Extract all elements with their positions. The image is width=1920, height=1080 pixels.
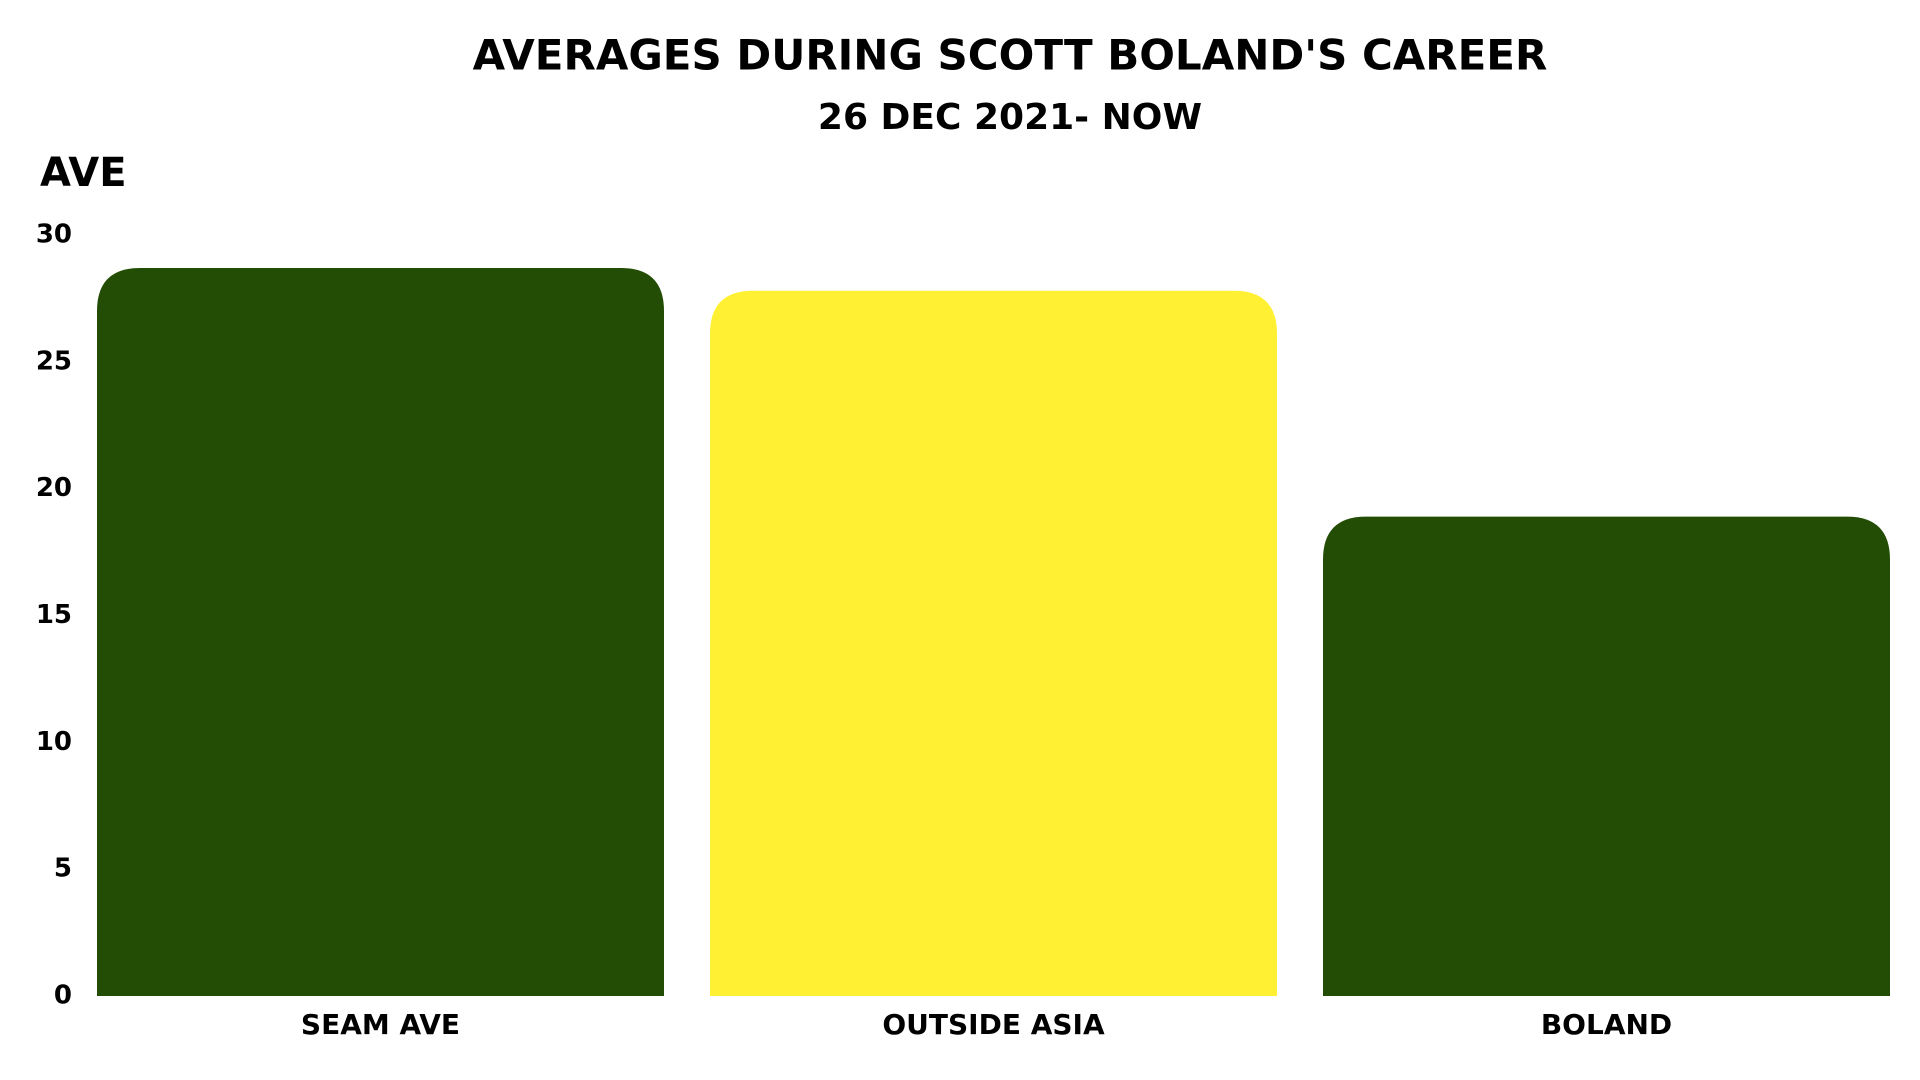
y-tick-label: 20 — [36, 473, 72, 503]
x-tick-label: BOLAND — [1541, 1008, 1672, 1041]
x-tick-label: SEAM AVE — [301, 1008, 460, 1041]
y-tick-label: 0 — [54, 981, 72, 1011]
chart-subtitle: 26 DEC 2021- NOW — [818, 97, 1202, 138]
bar — [1323, 516, 1890, 996]
y-tick-label: 25 — [36, 346, 72, 376]
bar — [710, 290, 1277, 997]
bar — [97, 267, 664, 996]
chart-title: AVERAGES DURING SCOTT BOLAND'S CAREER — [473, 31, 1548, 80]
y-tick-label: 30 — [36, 220, 72, 250]
y-tick-label: 5 — [54, 854, 72, 884]
y-axis-label: AVE — [40, 150, 127, 196]
y-tick-label: 15 — [36, 600, 72, 630]
y-tick-label: 10 — [36, 727, 72, 757]
x-tick-label: OUTSIDE ASIA — [882, 1008, 1105, 1041]
